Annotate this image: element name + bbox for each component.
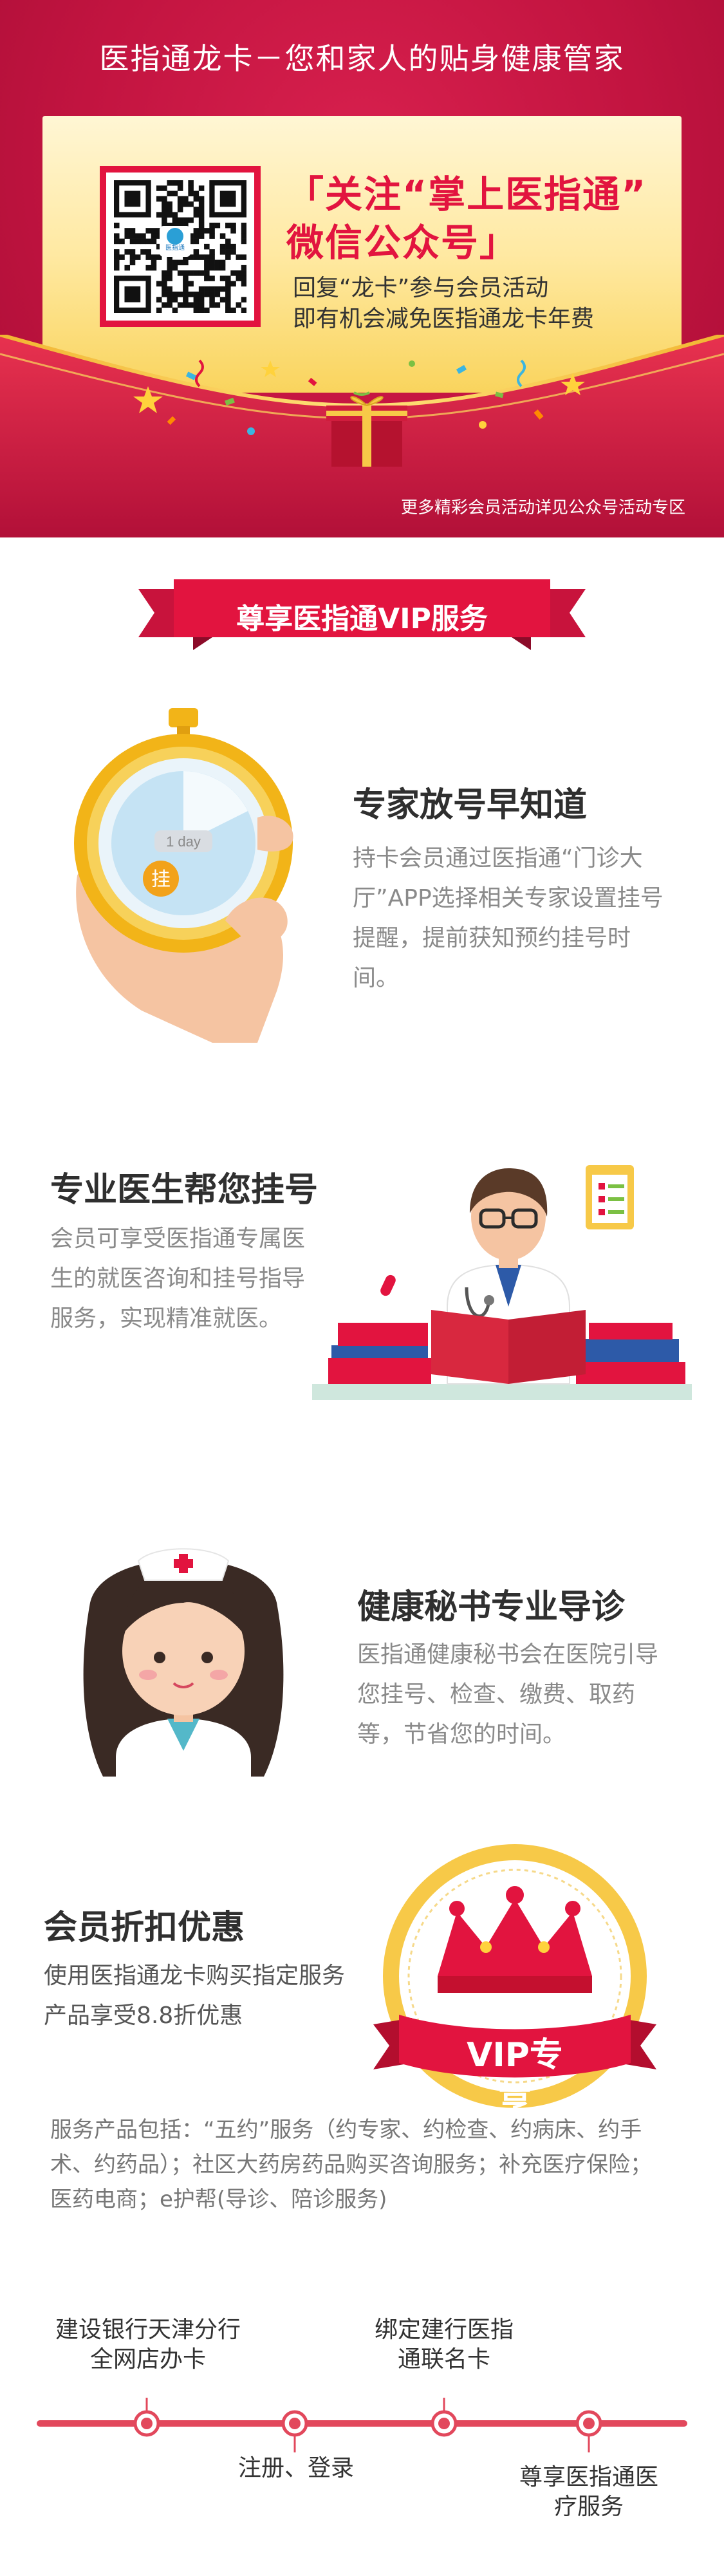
promo-headline-2: 微信公众号」 (286, 221, 519, 265)
feature-2-desc: 会员可享受医指通专属医生的就医咨询和挂号指导服务，实现精准就医。 (50, 1226, 306, 1332)
qr-pattern (114, 180, 246, 313)
promo-headline-1: 「关注“掌上医指通” (286, 173, 647, 216)
feature-2-title: 专业医生帮您挂号 (50, 1171, 319, 1209)
timeline-node-1 (133, 2398, 160, 2437)
confetti-decoration (133, 359, 585, 467)
stopwatch-badge: 挂 (151, 868, 171, 891)
feature-4-title: 会员折扣优惠 (44, 1909, 245, 1947)
hero-banner: 医指通龙卡－您和家人的贴身健康管家 (0, 0, 724, 537)
section-banner-label: 尊享医指通VIP服务 (236, 602, 488, 635)
qr-logo: 医指通 (160, 226, 190, 257)
timeline-node-2 (281, 2410, 308, 2452)
promo-text-1: 回复“龙卡”参与会员活动 (293, 275, 549, 301)
qr-caption: 医指通 (165, 245, 185, 252)
timeline (37, 2398, 687, 2452)
timeline-node-3 (431, 2398, 458, 2437)
timeline-step-1: 建设银行天津分行全网店办卡 (55, 2317, 241, 2373)
vip-badge-label: VIP专享 (467, 2036, 563, 2123)
doctor-icon (312, 1165, 692, 1400)
vip-crown-icon (373, 1844, 656, 2108)
feature-1-desc: 持卡会员通过医指通“门诊大厅”APP选择相关专家设置挂号提醒，提前获知预约挂号时… (353, 845, 664, 991)
services-note: 服务产品包括：“五约”服务（约专家、约检查、约病床、约手术、约药品）；社区大药房… (50, 2117, 652, 2212)
stopwatch-icon: 1 day 挂 (74, 708, 293, 1043)
timeline-step-2: 注册、登录 (237, 2455, 354, 2481)
hero-footer-note: 更多精彩会员活动详见公众号活动专区 (400, 498, 685, 518)
feature-3-title: 健康秘书专业导诊 (357, 1588, 626, 1627)
stopwatch-label: 1 day (166, 834, 201, 850)
qr-code[interactable]: 医指通 (100, 166, 261, 327)
timeline-step-4: 尊享医指通医疗服务 (519, 2464, 658, 2520)
feature-4-desc: 使用医指通龙卡购买指定服务产品享受8.8折优惠 (44, 1963, 346, 2029)
section-banner (138, 579, 586, 650)
feature-3-desc: 医指通健康秘书会在医院引导您挂号、检查、缴费、取药等，节省您的时间。 (357, 1641, 659, 1748)
promo-text-2: 即有机会减免医指通龙卡年费 (293, 306, 595, 332)
timeline-node-4 (575, 2410, 602, 2452)
page-title: 医指通龙卡－您和家人的贴身健康管家 (99, 41, 625, 76)
feature-1-title: 专家放号早知道 (353, 786, 588, 825)
nurse-icon (83, 1548, 284, 1802)
timeline-step-3: 绑定建行医指通联名卡 (374, 2317, 514, 2373)
gift-icon (326, 396, 407, 467)
